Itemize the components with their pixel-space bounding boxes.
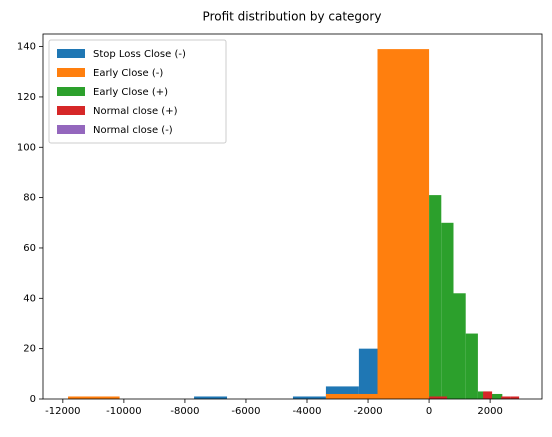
y-tick-label: 140 <box>17 42 36 53</box>
bar <box>68 396 120 399</box>
bar <box>490 393 503 399</box>
y-tick-label: 120 <box>17 92 36 103</box>
legend-box <box>48 39 227 144</box>
y-tick-label: 20 <box>23 344 36 355</box>
x-tick-label: 0 <box>426 406 432 417</box>
y-tick-label: 40 <box>23 293 36 304</box>
x-tick-label: -12000 <box>45 406 80 417</box>
x-tick-label: 2000 <box>477 406 502 417</box>
legend-label: Early Close (-) <box>93 68 163 79</box>
y-tick-label: 60 <box>23 243 36 254</box>
bar <box>501 396 511 399</box>
bar <box>194 396 228 399</box>
legend-label: Normal close (-) <box>93 125 173 136</box>
legend-label: Early Close (+) <box>93 87 168 98</box>
x-tick-label: -2000 <box>354 406 383 417</box>
bar <box>429 396 439 399</box>
bar <box>483 391 493 399</box>
bar <box>465 333 478 399</box>
y-tick-label: 80 <box>23 193 36 204</box>
bar <box>510 396 520 399</box>
plot-frame <box>42 33 543 400</box>
bar <box>429 195 442 399</box>
bar <box>441 222 454 399</box>
legend-label: Normal close (+) <box>93 106 178 117</box>
bar <box>438 396 448 399</box>
legend-swatch <box>57 125 85 134</box>
x-tick-label: -4000 <box>292 406 321 417</box>
legend-swatch <box>57 87 85 96</box>
chart-title: Profit distribution by category <box>203 10 382 24</box>
legend-swatch <box>57 68 85 77</box>
bar <box>292 396 326 399</box>
bar <box>325 393 378 399</box>
bar <box>377 49 430 399</box>
legend-label: Stop Loss Close (-) <box>93 49 186 60</box>
y-tick-label: 0 <box>30 394 36 405</box>
x-tick-label: -6000 <box>231 406 260 417</box>
bar <box>453 293 466 399</box>
legend-swatch <box>57 49 85 58</box>
x-tick-label: -8000 <box>170 406 199 417</box>
legend-swatch <box>57 106 85 115</box>
x-tick-label: -10000 <box>106 406 141 417</box>
y-tick-label: 100 <box>17 142 36 153</box>
